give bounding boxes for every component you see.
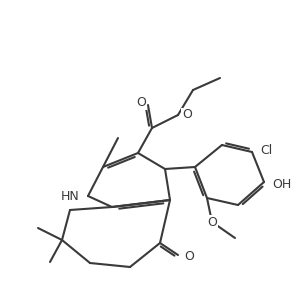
Text: O: O xyxy=(182,109,192,121)
Text: OH: OH xyxy=(272,177,291,191)
Text: Cl: Cl xyxy=(260,144,272,156)
Text: O: O xyxy=(207,215,217,229)
Text: O: O xyxy=(136,96,146,110)
Text: HN: HN xyxy=(61,189,80,203)
Text: O: O xyxy=(184,249,194,263)
